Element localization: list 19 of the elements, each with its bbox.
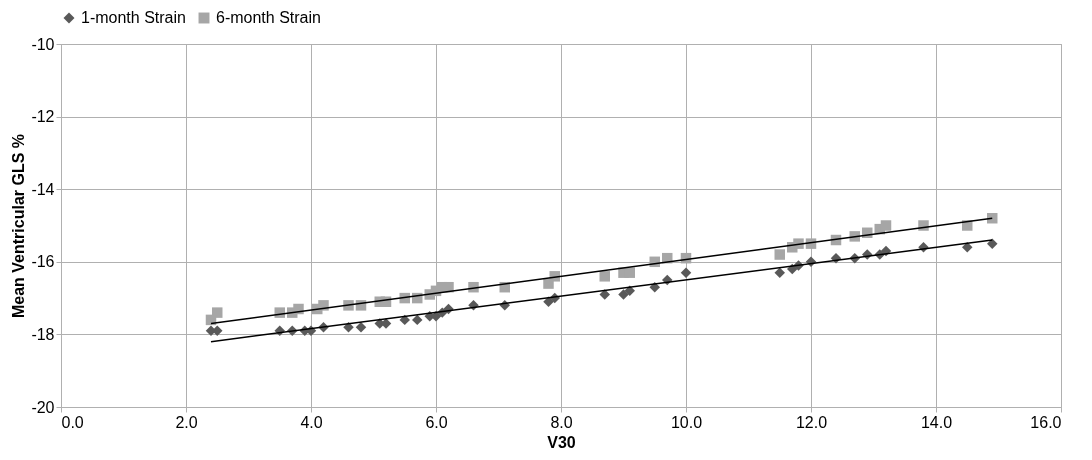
y-tick-label: -12	[31, 108, 55, 126]
y-tick-label: -16	[31, 253, 55, 271]
x-tick-label: 16.0	[1030, 413, 1062, 431]
y-tick-label: -18	[31, 325, 55, 343]
x-tick-label: 6.0	[425, 413, 448, 431]
y-tick-label: -20	[31, 398, 55, 416]
legend-label: 6-month Strain	[216, 9, 321, 26]
y-tick-label: -10	[31, 35, 55, 53]
y-axis-title: Mean Ventricular GLS %	[10, 133, 28, 319]
x-tick-label: 8.0	[550, 413, 573, 431]
x-tick-label: 12.0	[795, 413, 828, 431]
x-tick-label: 2.0	[175, 413, 198, 431]
x-tick-label: 10.0	[670, 413, 703, 431]
x-tick-label: 0.0	[61, 413, 84, 431]
x-tick-label: 14.0	[920, 413, 953, 431]
y-tick-label: -14	[31, 180, 55, 198]
x-axis-title: V30	[547, 433, 576, 451]
x-tick-label: 4.0	[300, 413, 323, 431]
legend-label: 1-month Strain	[81, 9, 186, 26]
